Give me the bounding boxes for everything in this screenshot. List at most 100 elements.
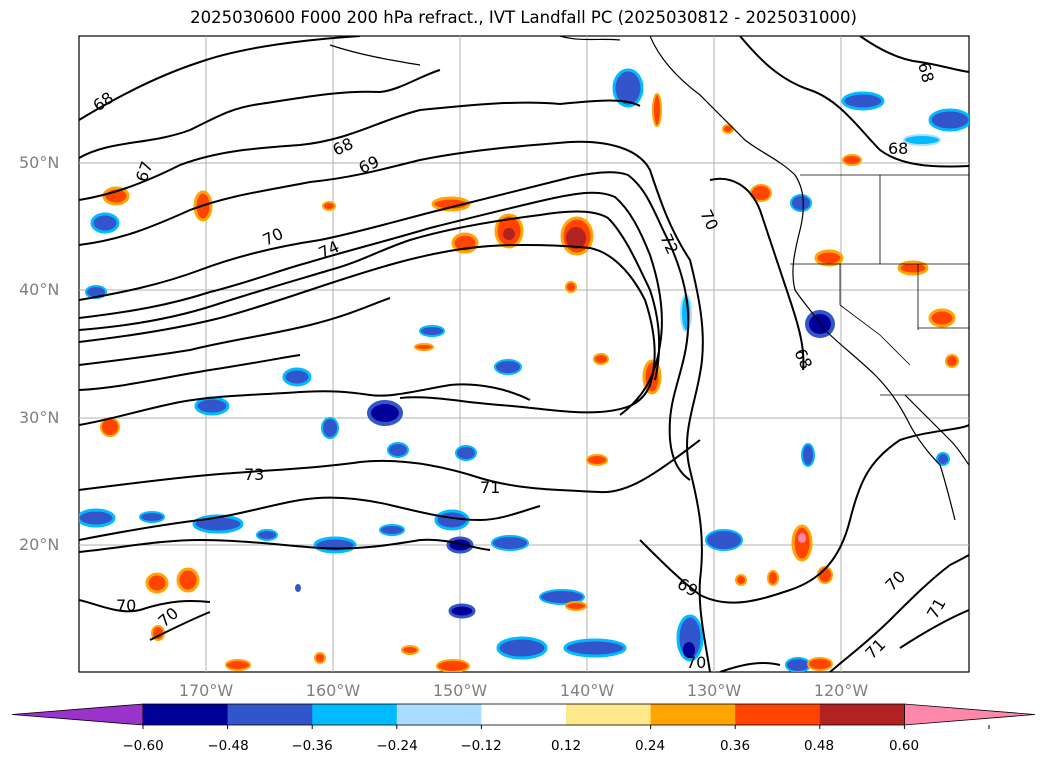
contour-label: 68 [914,60,938,85]
contour-lines [79,36,969,672]
blob-pos [945,354,959,368]
blob-pos [593,353,609,365]
lon-label: 160°W [305,681,361,700]
contour-line [79,191,663,416]
contour-line [79,140,711,672]
lat-label: 20°N [19,535,60,554]
blob-pos [586,454,608,466]
blob-neg [705,529,743,551]
colorbar-tick-label: −0.48 [207,738,249,754]
colorbar-tick-label: −0.24 [376,738,418,754]
contour-line [79,171,691,481]
coastline [559,36,621,41]
blob-pos [566,227,586,249]
contour-line [149,611,211,641]
state-borders [790,174,969,396]
blob-neg [494,359,522,375]
lat-label: 40°N [19,280,60,299]
colorbar-tick-label: 0.48 [803,738,835,754]
colorbar-segments [11,703,1036,729]
contour-line [639,424,969,604]
blob-neg [446,536,474,554]
blob-neg [139,511,165,523]
contour-line [829,554,969,672]
contour-line [79,538,491,553]
coastline [904,394,969,466]
blob-neg [539,589,585,605]
blob-pos [842,154,862,166]
blob-neg [282,367,312,387]
blob-pos [314,652,326,664]
contour-line [79,36,361,121]
blob-pos [928,308,956,328]
blob-neg [936,452,950,466]
blob-neg [903,134,941,146]
blob-neg [379,524,405,536]
lon-label: 120°W [813,681,869,700]
blob-pos [897,260,929,276]
blob-pos [814,249,844,267]
colorbar-segment [650,704,736,725]
plot-title: 2025030600 F000 200 hPa refract., IVT La… [190,8,857,27]
blob-neg [805,310,835,338]
contour-line [79,243,656,414]
lat-label: 50°N [19,153,60,172]
lon-label: 130°W [686,681,742,700]
blob-neg [491,535,529,551]
contour-line [709,177,805,371]
coastline [329,44,421,66]
colorbar-tick-label: 0.60 [888,738,920,754]
blob-pos [145,572,169,594]
blob-neg [801,443,815,467]
coastlines [329,36,969,521]
contour-label: 73 [244,465,264,484]
blob-pos [798,533,806,543]
colorbar-segment [312,704,398,725]
blob-pos [436,659,470,672]
colorbar-segment [735,704,821,725]
shaded-blobs [79,68,969,672]
blob-pos [401,645,419,655]
blob-pos [503,228,515,240]
contour-label: 71 [480,478,500,497]
colorbar-tick-label: −0.36 [291,738,333,754]
contour-line [79,297,391,366]
blob-neg [295,584,301,592]
gridlines [79,36,969,672]
blob-pos [807,657,833,671]
blob-neg [321,417,339,439]
blob-pos [225,659,251,671]
blob-neg [256,529,278,541]
contour-label: 68 [888,139,908,158]
colorbar-segment [143,704,229,725]
blob-neg [85,285,107,299]
blob-pos [565,281,577,293]
colorbar-tick-label: 0.24 [634,738,666,754]
blob-pos [322,201,336,211]
colorbar-frame [142,703,905,726]
blob-neg [790,194,812,212]
colorbar-segment [566,704,652,725]
lon-label: 140°W [559,681,615,700]
blob-neg [367,400,403,426]
blob-pos [722,124,734,134]
contour-line [79,354,301,391]
colorbar-tick-label: 0.12 [550,738,582,754]
contour-line [79,496,541,541]
contour-line [859,36,969,73]
lon-label: 150°W [432,681,488,700]
blob-pos [431,196,471,212]
blob-pos [767,570,779,586]
blob-pos [735,574,747,586]
blob-neg [496,636,548,660]
blob-neg [841,91,885,111]
colorbar-segment [227,704,313,725]
blob-neg [90,212,120,234]
blob-neg [387,442,409,458]
blob-pos [652,93,662,127]
contour-line [79,599,211,613]
blob-neg [683,642,695,658]
colorbar-segment [819,704,905,725]
contour-label: 70 [686,653,706,672]
